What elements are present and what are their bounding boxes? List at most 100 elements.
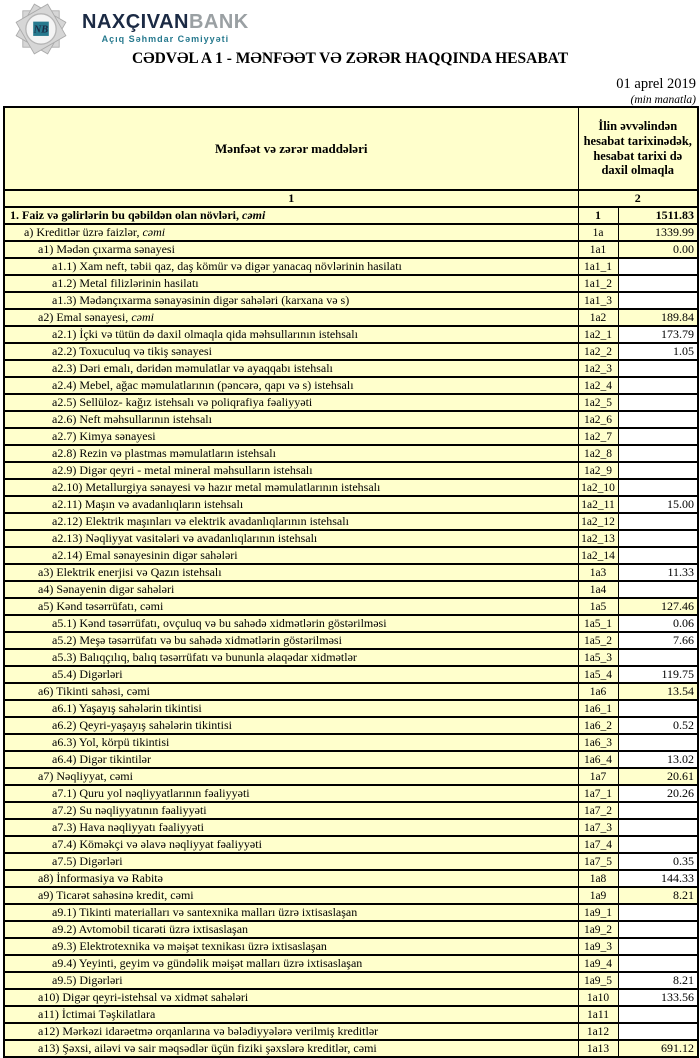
- table-row: a2.4) Mebel, ağac məmulatlarının (pəncər…: [3, 376, 699, 395]
- row-label: a2.8) Rezin və plastmas məmulatların ist…: [3, 444, 579, 463]
- row-value: [617, 801, 699, 820]
- table-row: a11) İctimai Təşkilatlara 1a11: [3, 1005, 699, 1024]
- row-label: a6.3) Yol, körpü tikintisi: [3, 733, 579, 752]
- row-label: a) Kreditlər üzrə faizlər, cəmi: [3, 223, 579, 242]
- row-code: 1a7_2: [577, 801, 619, 820]
- table-row: a10) Digər qeyri-istehsal və xidmət sahə…: [3, 988, 699, 1007]
- table-row: a5.1) Kənd təsərrüfatı, ovçuluq və bu sa…: [3, 614, 699, 633]
- row-label: a1.1) Xam neft, təbii qaz, daş kömür və …: [3, 257, 579, 276]
- row-code: 1a2_2: [577, 342, 619, 361]
- table-row: a9.1) Tikinti materialları və santexnika…: [3, 903, 699, 922]
- table-row: a6.4) Digər tikintilər 1a6_4 13.02: [3, 750, 699, 769]
- table-row: a9.3) Elektrotexnika və məişət texnikası…: [3, 937, 699, 956]
- row-code: 1a7_3: [577, 818, 619, 837]
- table-row: a3) Elektrik enerjisi və Qazın istehsalı…: [3, 563, 699, 582]
- row-code: 1a1_1: [577, 257, 619, 276]
- row-value: [617, 444, 699, 463]
- row-code: 1a5_4: [577, 665, 619, 684]
- table-row: a5.2) Meşə təsərrüfatı və bu sahədə xidm…: [3, 631, 699, 650]
- row-code: 1a6_4: [577, 750, 619, 769]
- row-label: a6.1) Yaşayış sahələrin tikintisi: [3, 699, 579, 718]
- row-value: 0.35: [617, 852, 699, 871]
- row-code: 1a9_5: [577, 971, 619, 990]
- table-row: a5.4) Digərləri 1a5_4 119.75: [3, 665, 699, 684]
- row-value: [617, 478, 699, 497]
- row-label: a2.2) Toxuculuq və tikiş sənayesi: [3, 342, 579, 361]
- table-row: a6) Tikinti sahəsi, cəmi 1a6 13.54: [3, 682, 699, 701]
- report-table: Mənfəət və zərər maddələri İlin əvvəlind…: [3, 106, 700, 1058]
- table-row: a7.2) Su nəqliyyatının fəaliyyəti 1a7_2: [3, 801, 699, 820]
- row-label: a2.14) Emal sənayesinin digər sahələri: [3, 546, 579, 565]
- table-row: a2.1) İçki və tütün də daxil olmaqla qid…: [3, 325, 699, 344]
- table-row: a1.2) Metal filizlərinin hasilatı 1a1_2: [3, 274, 699, 293]
- row-label: a10) Digər qeyri-istehsal və xidmət sahə…: [3, 988, 579, 1007]
- column-number-2: 2: [577, 189, 699, 208]
- row-value: [617, 1005, 699, 1024]
- table-row: a) Kreditlər üzrə faizlər, cəmi 1a 1339.99: [3, 223, 699, 242]
- row-code: 1a9: [577, 886, 619, 905]
- bank-name-secondary: BANK: [188, 11, 249, 33]
- table-row: a9.2) Avtomobil ticarəti üzrə ixtisaslaş…: [3, 920, 699, 939]
- row-code: 1a9_4: [577, 954, 619, 973]
- row-label: a1.3) Mədənçıxarma sənayəsinin digər sah…: [3, 291, 579, 310]
- row-code: 1a2_1: [577, 325, 619, 344]
- table-row: a2.3) Dəri emalı, dəridən məmulatlar və …: [3, 359, 699, 378]
- row-label: a5.2) Meşə təsərrüfatı və bu sahədə xidm…: [3, 631, 579, 650]
- row-value: 7.66: [617, 631, 699, 650]
- row-value: 1.05: [617, 342, 699, 361]
- row-value: [617, 903, 699, 922]
- row-label: a7) Nəqliyyat, cəmi: [3, 767, 579, 786]
- row-value: 127.46: [617, 597, 699, 616]
- row-value: [617, 733, 699, 752]
- row-code: 1a4: [577, 580, 619, 599]
- row-code: 1a9_2: [577, 920, 619, 939]
- table-row: a2.2) Toxuculuq və tikiş sənayesi 1a2_2 1.…: [3, 342, 699, 361]
- row-value: [617, 699, 699, 718]
- row-code: 1a10: [577, 988, 619, 1007]
- row-value: [617, 274, 699, 293]
- row-label: a9) Ticarət sahəsinə kredit, cəmi: [3, 886, 579, 905]
- table-row: a2.8) Rezin və plastmas məmulatların ist…: [3, 444, 699, 463]
- table-row: a7.1) Quru yol nəqliyyatlarının fəaliyyə…: [3, 784, 699, 803]
- row-code: 1a2_5: [577, 393, 619, 412]
- row-label: a2.5) Sellüloz- kağız istehsalı və poliq…: [3, 393, 579, 412]
- row-label: a4) Sənayenin digər sahələri: [3, 580, 579, 599]
- row-value: [617, 1022, 699, 1041]
- row-label: a1.2) Metal filizlərinin hasilatı: [3, 274, 579, 293]
- row-code: 1a2_12: [577, 512, 619, 531]
- row-value: [617, 529, 699, 548]
- row-code: 1: [577, 206, 619, 225]
- row-label: a2.7) Kimya sənayesi: [3, 427, 579, 446]
- row-label: a7.3) Hava nəqliyyatı fəaliyyəti: [3, 818, 579, 837]
- row-code: 1a2_11: [577, 495, 619, 514]
- row-label: a8) İnformasiya və Rabitə: [3, 869, 579, 888]
- row-code: 1a2_6: [577, 410, 619, 429]
- row-code: 1a2_9: [577, 461, 619, 480]
- row-value: [617, 376, 699, 395]
- row-label: a6) Tikinti sahəsi, cəmi: [3, 682, 579, 701]
- table-row: 1. Faiz və gəlirlərin bu qəbildən olan n…: [3, 206, 699, 225]
- table-row: a5) Kənd təsərrüfatı, cəmi 1a5 127.46: [3, 597, 699, 616]
- row-label: a12) Mərkəzi idarəetmə orqanlarına və bə…: [3, 1022, 579, 1041]
- row-value: [617, 818, 699, 837]
- row-value: [617, 257, 699, 276]
- table-row: a1.3) Mədənçıxarma sənayəsinin digər sah…: [3, 291, 699, 310]
- table-row: a2.13) Nəqliyyat vasitələri və avadanlıq…: [3, 529, 699, 548]
- row-code: 1a12: [577, 1022, 619, 1041]
- row-code: 1a1_2: [577, 274, 619, 293]
- row-label: a2.13) Nəqliyyat vasitələri və avadanlıq…: [3, 529, 579, 548]
- row-code: 1a5_1: [577, 614, 619, 633]
- row-code: 1a11: [577, 1005, 619, 1024]
- row-value: 1339.99: [617, 223, 699, 242]
- row-value: 0.00: [617, 240, 699, 259]
- table-row: a2) Emal sənayesi, cəmi 1a2 189.84: [3, 308, 699, 327]
- row-label: a11) İctimai Təşkilatlara: [3, 1005, 579, 1024]
- row-value: 0.52: [617, 716, 699, 735]
- row-label: a2.12) Elektrik maşınları və elektrik av…: [3, 512, 579, 531]
- row-code: 1a6_1: [577, 699, 619, 718]
- row-value: 8.21: [617, 886, 699, 905]
- row-label: a2.6) Neft məhsullarının istehsalı: [3, 410, 579, 429]
- row-value: [617, 954, 699, 973]
- row-label: a2.4) Mebel, ağac məmulatlarının (pəncər…: [3, 376, 579, 395]
- row-value: [617, 291, 699, 310]
